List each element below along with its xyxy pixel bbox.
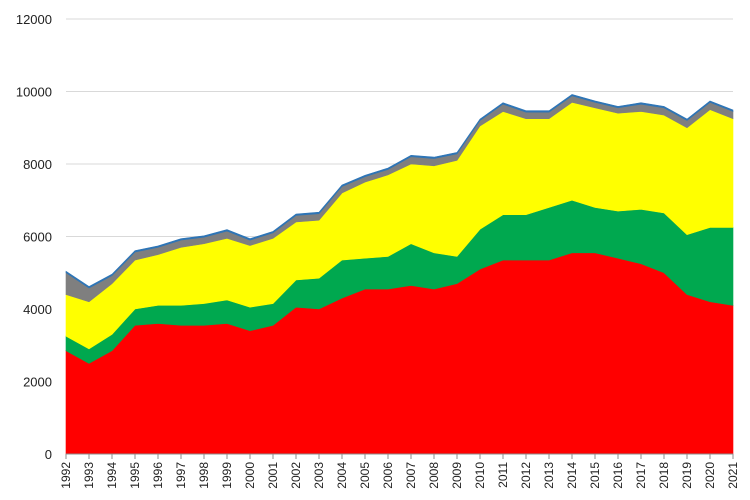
area-series-group <box>65 94 734 455</box>
x-tick-label: 2009 <box>450 462 464 489</box>
x-tick-label: 2007 <box>404 462 418 489</box>
x-tick-label: 1996 <box>151 462 165 489</box>
x-tick-label: 1995 <box>128 462 142 489</box>
area-series-5 <box>65 94 734 289</box>
y-tick-labels: 0 2000 4000 6000 8000 10000 12000 <box>16 12 52 462</box>
x-tick-label: 2015 <box>588 462 602 489</box>
x-tick-label: 2016 <box>611 462 625 489</box>
x-tick-label: 2021 <box>726 462 740 489</box>
x-tick-label: 1998 <box>197 462 211 489</box>
x-tick-label: 2017 <box>634 462 648 489</box>
y-tick-label: 2000 <box>23 375 52 390</box>
x-tick-label: 2002 <box>289 462 303 489</box>
x-tick-label: 2000 <box>243 462 257 489</box>
x-tick-label: 2005 <box>358 462 372 489</box>
x-tick-label: 2020 <box>703 462 717 489</box>
x-tick-label: 1993 <box>82 462 96 489</box>
axes <box>65 453 734 459</box>
x-tick-labels: 1992 1993 1994 1995 1996 1997 1998 1999 2000 2001… <box>59 462 740 489</box>
x-tick-label: 2006 <box>381 462 395 489</box>
x-tick-label: 2003 <box>312 462 326 489</box>
y-tick-label: 8000 <box>23 157 52 172</box>
x-tick-label: 2010 <box>473 462 487 489</box>
x-tick-label: 2004 <box>335 462 349 489</box>
y-tick-label: 0 <box>45 447 52 462</box>
y-tick-label: 4000 <box>23 302 52 317</box>
y-tick-label: 10000 <box>16 85 52 100</box>
x-tick-label: 2013 <box>542 462 556 489</box>
x-tick-label: 2001 <box>266 462 280 489</box>
x-tick-label: 1997 <box>174 462 188 489</box>
y-tick-label: 12000 <box>16 12 52 27</box>
x-tick-label: 2019 <box>680 462 694 489</box>
y-tick-label: 6000 <box>23 230 52 245</box>
x-tick-label: 2014 <box>565 462 579 489</box>
x-tick-label: 1999 <box>220 462 234 489</box>
x-tick-label: 2012 <box>519 462 533 489</box>
x-tick-label: 1994 <box>105 462 119 489</box>
x-tick-label: 2011 <box>496 462 510 488</box>
x-tick-label: 1992 <box>59 462 73 489</box>
x-tick-label: 2018 <box>657 462 671 489</box>
x-tick-label: 2008 <box>427 462 441 489</box>
